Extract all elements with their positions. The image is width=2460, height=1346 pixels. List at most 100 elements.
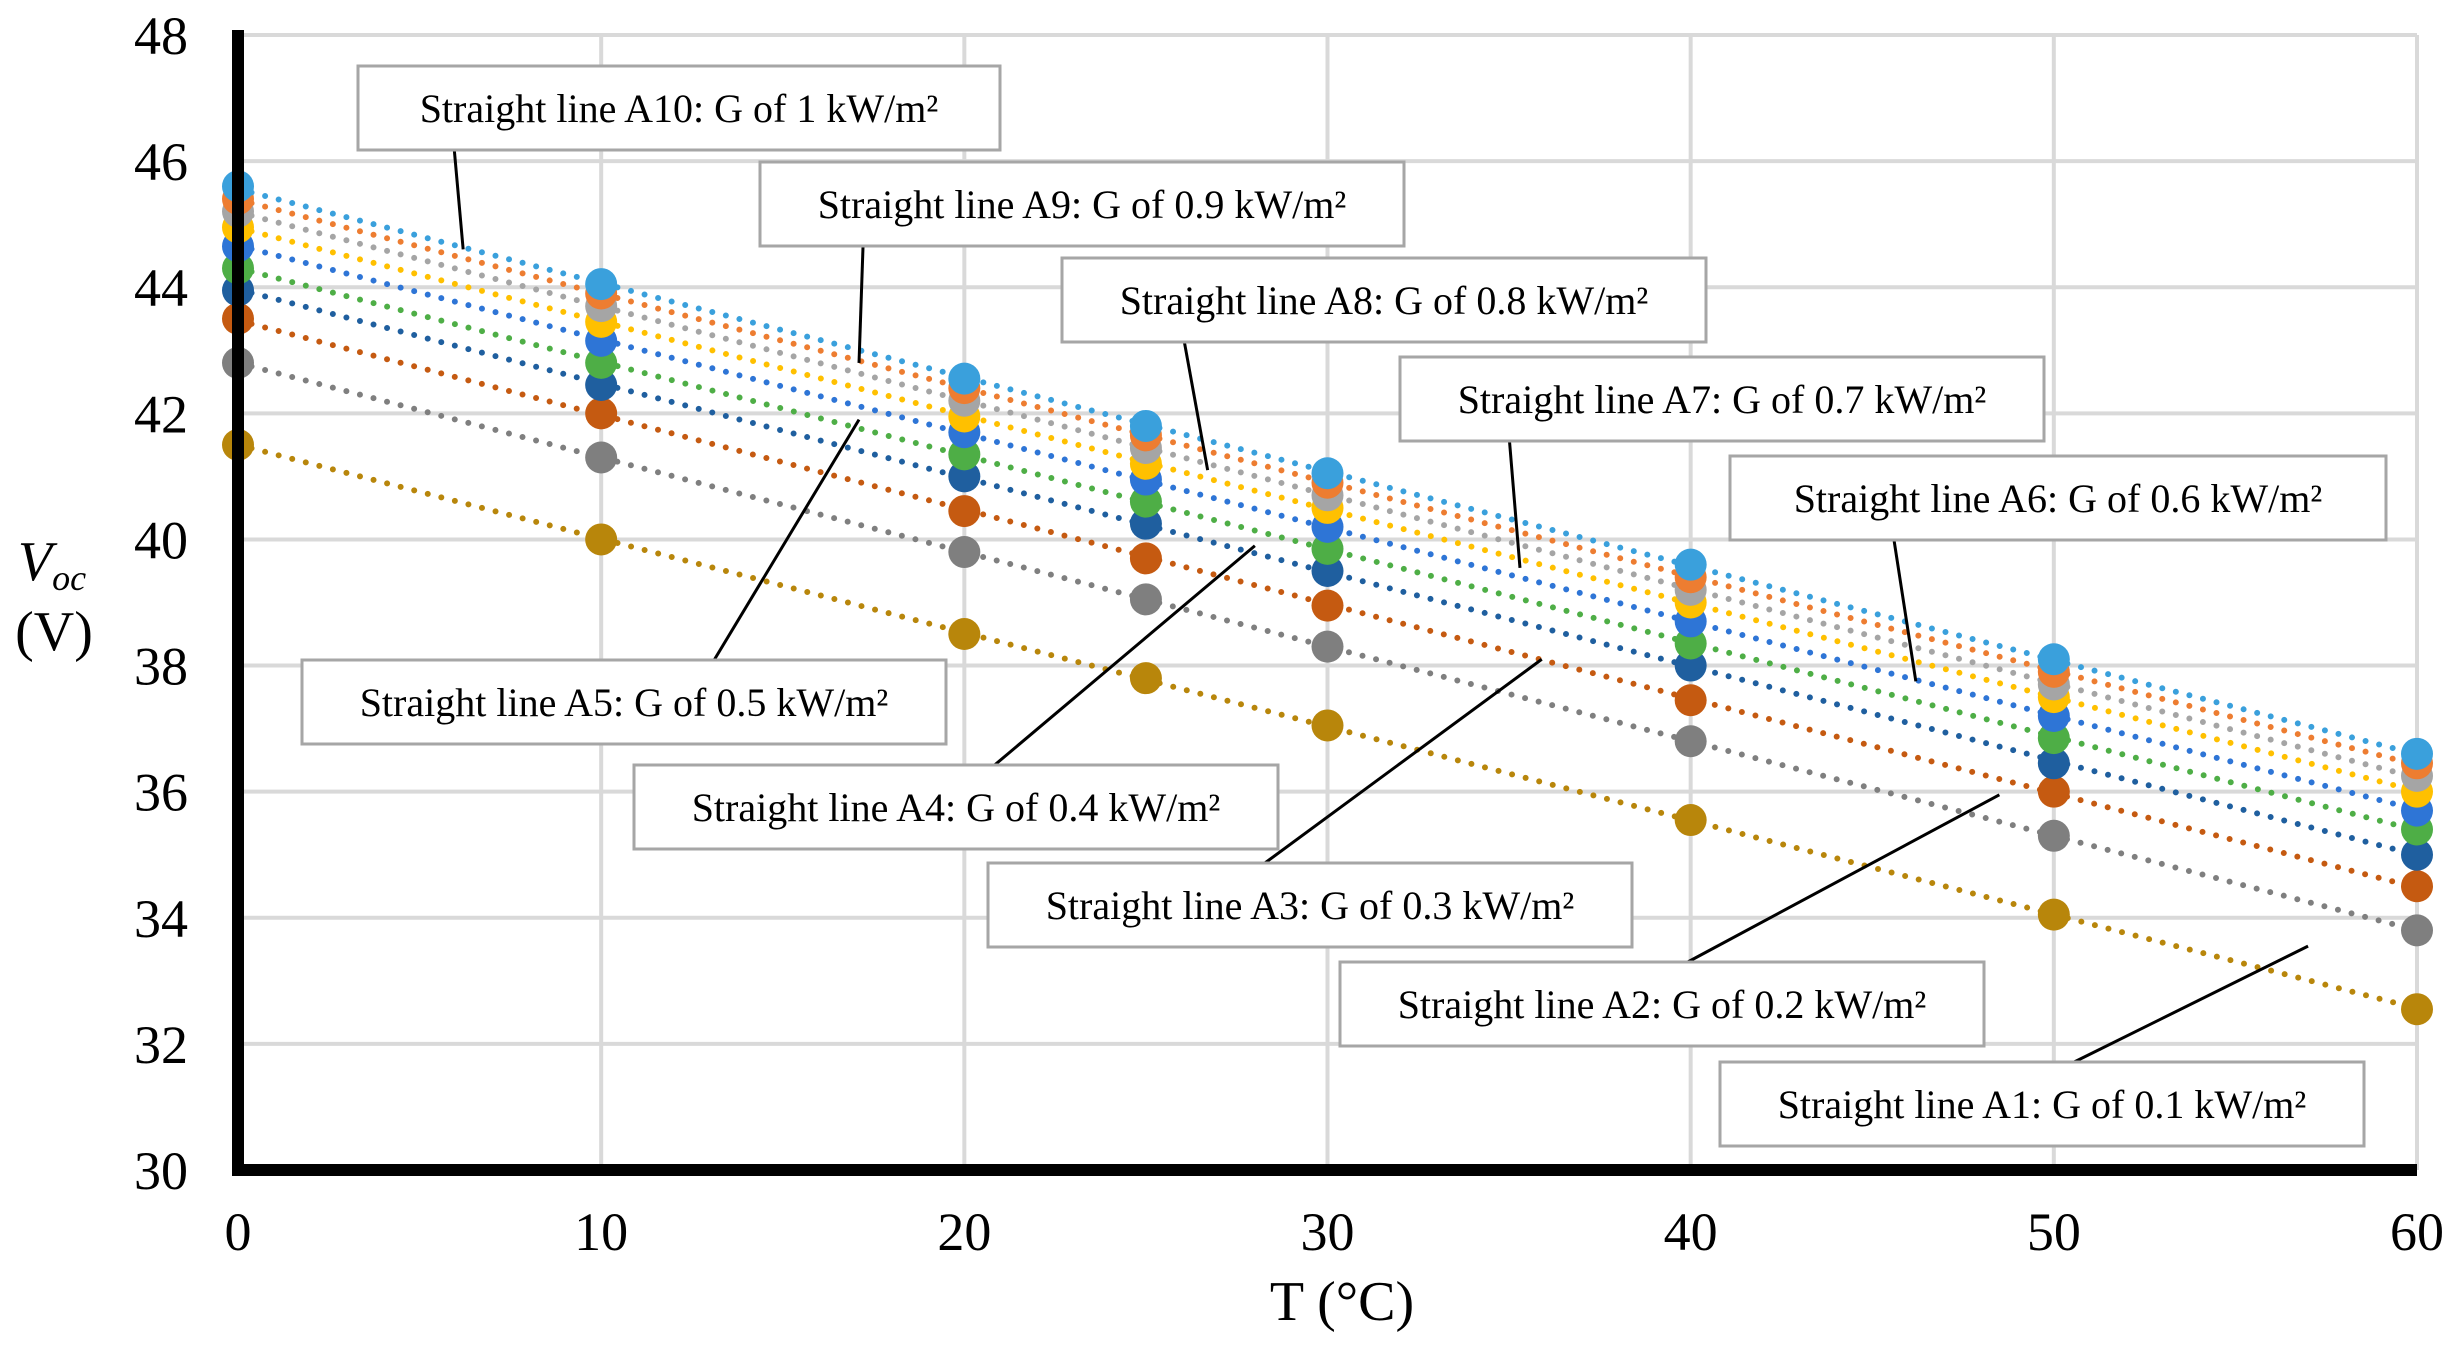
annotation-A6: Straight line A6: G of 0.6 kW/m²: [1728, 454, 2388, 682]
point-A10-40: [1674, 548, 1707, 581]
annotation-A10: Straight line A10: G of 1 kW/m²: [356, 64, 1002, 250]
annotation-A7: Straight line A7: G of 0.7 kW/m²: [1398, 355, 2046, 568]
annotation-A5: Straight line A5: G of 0.5 kW/m²: [300, 418, 948, 746]
point-A4-25: [1129, 507, 1162, 540]
point-A10-30: [1311, 457, 1344, 490]
x-tick-label-50: 50: [2027, 1202, 2081, 1262]
point-A3-25: [1129, 542, 1162, 575]
annotation-A3: Straight line A3: G of 0.3 kW/m²: [986, 658, 1634, 949]
x-tick-label-0: 0: [225, 1202, 252, 1262]
series-A1: [222, 428, 2433, 1026]
leader-line-A1: [2073, 944, 2309, 1064]
point-A2-40: [1674, 725, 1707, 758]
point-A10-25: [1129, 409, 1162, 442]
axes: [232, 30, 2417, 1176]
leader-line-A3: [1264, 658, 1543, 865]
point-A3-20: [948, 495, 981, 528]
point-A10-10: [585, 268, 618, 301]
point-A10-20: [948, 362, 981, 395]
series-A2: [222, 346, 2433, 947]
y-axis-unit: (V): [15, 601, 93, 663]
annotation-text-A8: Straight line A8: G of 0.8 kW/m²: [1120, 278, 1649, 323]
point-A10-60: [2401, 737, 2433, 770]
leader-line-A10: [452, 149, 465, 250]
annotation-box-A9: [758, 160, 1406, 248]
leader-line-A6: [1892, 539, 1918, 682]
point-A2-50: [2037, 819, 2070, 852]
annotation-box-A7: [1398, 355, 2046, 443]
point-A4-30: [1311, 554, 1344, 587]
x-tick-label-20: 20: [937, 1202, 991, 1262]
annotation-text-A4: Straight line A4: G of 0.4 kW/m²: [692, 785, 1221, 830]
point-A3-30: [1311, 589, 1344, 622]
point-A5-50: [2037, 722, 2070, 755]
point-A3-60: [2401, 870, 2433, 903]
point-A1-20: [948, 618, 981, 651]
axis-titles: T (°C) Voc (V): [15, 531, 1414, 1333]
annotation-A9: Straight line A9: G of 0.9 kW/m²: [758, 160, 1406, 363]
y-axis-title-sub: oc: [52, 558, 86, 598]
annotation-A4: Straight line A4: G of 0.4 kW/m²: [632, 544, 1280, 851]
point-A5-10: [585, 346, 618, 379]
annotation-box-A10: [356, 64, 1002, 152]
leader-line-A9: [857, 245, 865, 363]
point-A1-50: [2037, 898, 2070, 931]
series-A5: [222, 252, 2433, 846]
x-tick-label-60: 60: [2390, 1202, 2444, 1262]
point-A5-30: [1311, 532, 1344, 565]
y-tick-label-44: 44: [134, 258, 188, 318]
y-axis-title-main: V: [18, 531, 58, 593]
point-A3-50: [2037, 775, 2070, 808]
annotation-text-A6: Straight line A6: G of 0.6 kW/m²: [1794, 476, 2323, 521]
annotation-box-A5: [300, 658, 948, 746]
annotation-text-A3: Straight line A3: G of 0.3 kW/m²: [1046, 883, 1575, 928]
y-tick-label-34: 34: [134, 889, 188, 949]
leader-line-A5: [712, 418, 861, 661]
y-tick-label-40: 40: [134, 510, 188, 570]
y-tick-label-36: 36: [134, 763, 188, 823]
y-tick-label-46: 46: [134, 132, 188, 192]
point-A4-10: [585, 368, 618, 401]
point-A3-10: [585, 397, 618, 430]
annotation-text-A10: Straight line A10: G of 1 kW/m²: [420, 86, 939, 131]
point-A1-25: [1129, 662, 1162, 695]
y-tick-label-30: 30: [134, 1141, 188, 1201]
annotation-box-A2: [1338, 960, 1986, 1048]
point-A4-20: [948, 460, 981, 493]
y-axis-title: Voc: [18, 531, 86, 598]
point-A4-50: [2037, 747, 2070, 780]
annotation-box-A8: [1060, 256, 1708, 344]
point-A1-60: [2401, 993, 2433, 1026]
annotation-text-A7: Straight line A7: G of 0.7 kW/m²: [1458, 377, 1987, 422]
leader-line-A7: [1507, 440, 1522, 568]
point-A3-40: [1674, 684, 1707, 717]
annotations: Straight line A10: G of 1 kW/m² Straight …: [300, 64, 2388, 1148]
annotation-text-A5: Straight line A5: G of 0.5 kW/m²: [360, 680, 889, 725]
annotation-A8: Straight line A8: G of 0.8 kW/m²: [1060, 256, 1708, 471]
point-A2-20: [948, 536, 981, 569]
tick-labels: 0 10 20 30 40 50 60 30 32 34 36 38 40 42 44 46 48: [134, 6, 2444, 1262]
annotation-A2: Straight line A2: G of 0.2 kW/m²: [1338, 793, 2001, 1048]
annotation-text-A1: Straight line A1: G of 0.1 kW/m²: [1778, 1082, 2307, 1127]
point-A10-50: [2037, 643, 2070, 676]
x-tick-label-30: 30: [1301, 1202, 1355, 1262]
y-tick-label-42: 42: [134, 384, 188, 444]
series-A4: [222, 274, 2433, 871]
point-A5-20: [948, 438, 981, 471]
leader-line-A4: [993, 544, 1256, 767]
annotation-box-A3: [986, 861, 1634, 949]
point-A1-10: [585, 523, 618, 556]
series-A10: [222, 170, 2433, 770]
y-tick-label-48: 48: [134, 6, 188, 66]
leader-line-A8: [1182, 341, 1210, 471]
y-tick-label-32: 32: [134, 1015, 188, 1075]
series-layer: [222, 170, 2433, 1026]
point-A5-40: [1674, 627, 1707, 660]
annotation-box-A4: [632, 763, 1280, 851]
point-A5-25: [1129, 485, 1162, 518]
point-A4-60: [2401, 838, 2433, 871]
point-A2-25: [1129, 583, 1162, 616]
x-tick-label-10: 10: [574, 1202, 628, 1262]
x-axis-title: T (°C): [1270, 1271, 1414, 1333]
leader-line-A2: [1687, 793, 2001, 964]
